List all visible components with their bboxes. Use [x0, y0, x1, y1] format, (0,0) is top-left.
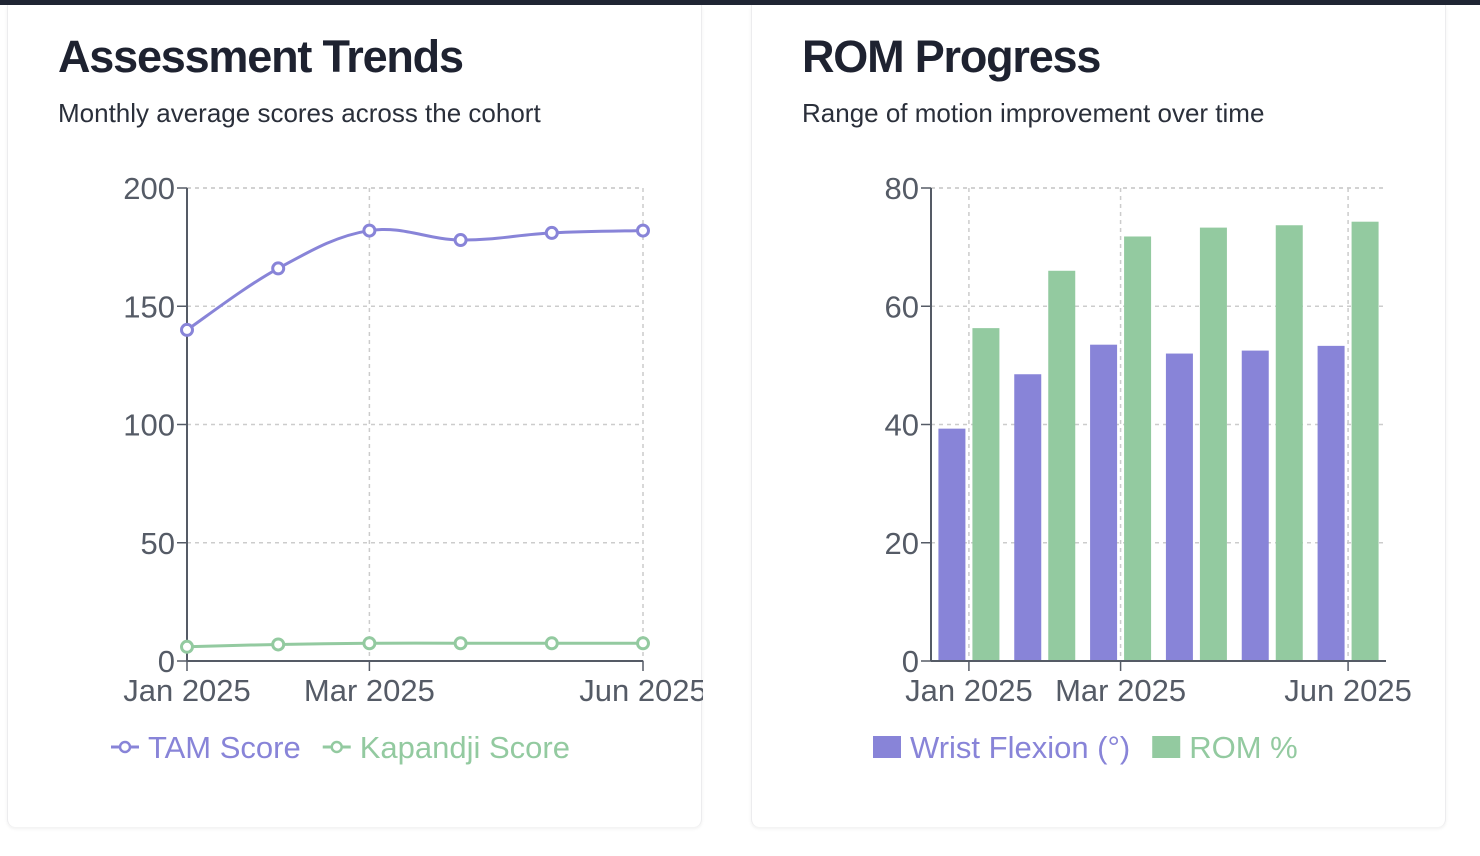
legend-item-rom[interactable]: ROM % — [1152, 730, 1298, 765]
assessment-trends-line-chart: 0 50 100 150 200 Jan 2025 Mar 2025 Jun 2025 TAM … — [111, 171, 703, 765]
data-point-kapandji-score[interactable] — [636, 636, 650, 651]
data-point-tam-score[interactable] — [271, 261, 286, 276]
legend-item-kapandji-score[interactable]: Kapandji Score — [322, 730, 570, 765]
y-tick-label: 200 — [123, 171, 175, 206]
legend-label: Wrist Flexion (°) — [910, 730, 1130, 765]
bar-rom[interactable] — [972, 328, 1000, 661]
card-subtitle: Range of motion improvement over time — [802, 98, 1265, 128]
bar-rom[interactable] — [1351, 221, 1379, 662]
data-point-tam-score[interactable] — [453, 233, 468, 248]
legend-swatch-icon — [1152, 736, 1181, 758]
top-border — [0, 0, 1480, 5]
bar-wrist-flexion[interactable] — [1241, 350, 1269, 661]
x-tick-label: Jan 2025 — [905, 673, 1033, 708]
y-tick-label: 0 — [158, 644, 175, 679]
legend-item-tam-score[interactable]: TAM Score — [111, 730, 301, 765]
legend-label: ROM % — [1189, 730, 1298, 765]
bar-rom[interactable] — [1048, 270, 1076, 661]
x-tick-label: Jun 2025 — [1284, 673, 1412, 708]
y-tick-label: 0 — [902, 644, 919, 679]
bar-wrist-flexion[interactable] — [938, 428, 966, 661]
bar-wrist-flexion[interactable] — [1165, 353, 1193, 661]
assessment-trends-card: Assessment Trends Monthly average scores… — [7, 5, 703, 827]
rom-progress-bar-chart: 0 20 40 60 80 Jan 2025 Mar 2025 Jun 2025 Wrist F… — [873, 171, 1412, 765]
series-line-tam-score — [186, 228, 644, 332]
data-point-kapandji-score[interactable] — [544, 636, 559, 651]
data-point-tam-score[interactable] — [636, 223, 650, 238]
legend-label: Kapandji Score — [360, 730, 570, 765]
y-tick-label: 40 — [885, 408, 919, 443]
data-point-tam-score[interactable] — [180, 322, 194, 337]
x-tick-label: Jun 2025 — [579, 673, 703, 708]
bar-rom[interactable] — [1199, 227, 1227, 661]
data-point-kapandji-score[interactable] — [362, 636, 377, 651]
card-title: ROM Progress — [802, 31, 1101, 82]
y-tick-label: 60 — [885, 289, 919, 324]
legend-item-wrist-flexion[interactable]: Wrist Flexion (°) — [873, 730, 1130, 765]
bar-rom[interactable] — [1275, 225, 1303, 661]
bar-rom[interactable] — [1124, 236, 1152, 662]
data-point-kapandji-score[interactable] — [453, 636, 468, 651]
y-tick-label: 80 — [885, 171, 919, 206]
bar-wrist-flexion[interactable] — [1090, 344, 1118, 661]
legend-swatch-icon — [873, 736, 901, 758]
x-tick-label: Jan 2025 — [123, 673, 251, 708]
y-tick-label: 100 — [123, 408, 175, 443]
card-title: Assessment Trends — [58, 31, 464, 82]
legend-dot-icon — [330, 740, 343, 754]
series-line-kapandji-score — [186, 641, 643, 649]
x-tick-label: Mar 2025 — [304, 673, 435, 708]
data-point-tam-score[interactable] — [544, 225, 559, 240]
bar-wrist-flexion[interactable] — [1014, 374, 1042, 661]
legend-label: TAM Score — [148, 730, 301, 765]
y-tick-label: 150 — [123, 289, 175, 324]
x-tick-label: Mar 2025 — [1055, 673, 1186, 708]
data-point-tam-score[interactable] — [362, 223, 377, 238]
data-point-kapandji-score[interactable] — [180, 639, 194, 654]
rom-progress-card: ROM Progress Range of motion improvement… — [751, 5, 1446, 827]
data-point-kapandji-score[interactable] — [271, 637, 286, 652]
card-subtitle: Monthly average scores across the cohort — [58, 98, 541, 128]
legend-dot-icon — [118, 740, 132, 754]
bar-wrist-flexion[interactable] — [1317, 345, 1345, 661]
y-tick-label: 20 — [885, 526, 919, 561]
y-tick-label: 50 — [141, 526, 175, 561]
